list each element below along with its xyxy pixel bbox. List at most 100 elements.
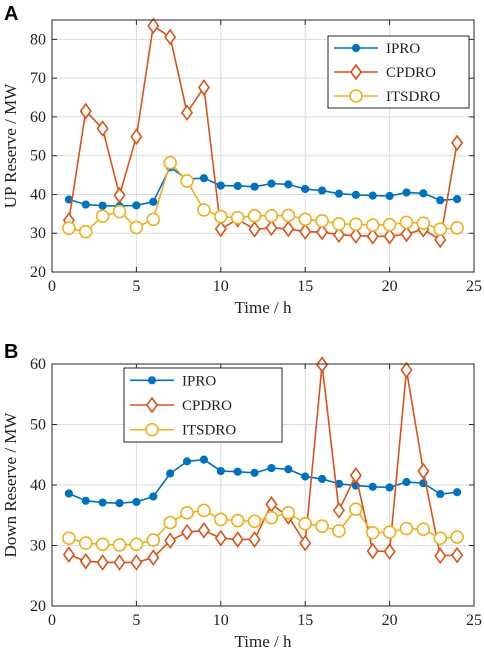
data-point-itsdro xyxy=(197,203,211,217)
data-point-itsdro xyxy=(433,222,448,237)
legend-marker xyxy=(349,89,363,103)
data-point-itsdro xyxy=(416,522,431,536)
data-point-itsdro xyxy=(163,515,177,530)
data-point-itsdro xyxy=(382,217,397,232)
data-point-ipro xyxy=(81,200,90,209)
data-point-cpdro xyxy=(282,220,295,238)
data-point-ipro xyxy=(334,189,344,198)
data-point-cpdro xyxy=(434,547,447,565)
data-point-cpdro xyxy=(299,534,312,552)
data-point-itsdro xyxy=(214,512,228,527)
data-point-cpdro xyxy=(147,549,160,566)
data-point-cpdro xyxy=(383,227,396,245)
legend-item-itsdro: ITSDRO xyxy=(130,423,236,439)
y-tick-label: 70 xyxy=(30,70,46,87)
legend: IPRO CPDRO ITSDRO xyxy=(327,35,470,109)
data-point-itsdro xyxy=(180,174,194,188)
x-tick-label: 15 xyxy=(297,278,313,295)
data-point-ipro xyxy=(132,497,141,507)
data-point-cpdro xyxy=(79,102,92,120)
data-point-ipro xyxy=(149,197,158,206)
data-point-itsdro xyxy=(281,506,296,520)
data-point-cpdro xyxy=(332,226,345,244)
data-point-cpdro xyxy=(299,223,312,241)
data-point-itsdro xyxy=(433,531,448,546)
data-point-cpdro xyxy=(113,554,126,571)
data-point-cpdro xyxy=(113,186,126,204)
data-point-cpdro xyxy=(332,502,345,519)
data-point-cpdro xyxy=(79,552,92,570)
panel-b: B 0 5 10 15 20 25 20 30 40 50 60 Time / h Down Reserv… xyxy=(1,341,482,651)
data-point-itsdro xyxy=(230,210,245,225)
legend-label: ITSDRO xyxy=(182,423,236,439)
data-point-ipro xyxy=(250,182,259,191)
data-point-itsdro xyxy=(146,533,161,547)
y-tick-label: 20 xyxy=(30,264,46,281)
data-point-ipro xyxy=(453,195,462,204)
series-cpdro xyxy=(62,17,464,249)
data-point-itsdro xyxy=(416,216,431,230)
data-point-itsdro xyxy=(129,537,144,552)
legend-label: IPRO xyxy=(182,373,216,389)
legend-label: ITSDRO xyxy=(386,89,440,105)
x-tick-label: 20 xyxy=(382,612,398,629)
y-tick-label: 30 xyxy=(30,538,46,555)
data-point-cpdro xyxy=(383,543,396,560)
data-point-itsdro xyxy=(112,204,127,219)
data-point-itsdro xyxy=(298,212,313,227)
x-tick-label: 25 xyxy=(466,612,482,629)
data-point-itsdro xyxy=(214,209,228,224)
data-point-ipro xyxy=(301,184,310,194)
data-point-itsdro xyxy=(62,221,76,235)
y-tick-label: 50 xyxy=(30,148,46,165)
data-point-ipro xyxy=(453,488,462,497)
data-point-itsdro xyxy=(450,221,464,235)
data-point-ipro xyxy=(368,482,377,491)
data-point-itsdro xyxy=(264,510,279,525)
data-point-itsdro xyxy=(163,155,177,170)
panel-letter: B xyxy=(4,341,18,363)
x-tick-label: 0 xyxy=(48,612,56,629)
data-point-cpdro xyxy=(214,220,227,238)
y-tick-label: 30 xyxy=(30,225,46,242)
legend-marker xyxy=(349,63,363,81)
data-point-cpdro xyxy=(434,231,447,249)
x-tick-label: 0 xyxy=(48,278,56,295)
data-point-itsdro xyxy=(399,521,414,536)
axes-box xyxy=(51,19,475,273)
data-point-cpdro xyxy=(164,28,177,46)
data-point-cpdro xyxy=(451,134,464,152)
x-tick-label: 5 xyxy=(132,278,140,295)
legend-marker xyxy=(145,396,159,414)
data-point-ipro xyxy=(64,489,73,498)
series-cpdro xyxy=(62,356,464,571)
data-point-cpdro xyxy=(265,219,278,237)
data-point-ipro xyxy=(115,499,124,508)
data-point-ipro xyxy=(132,201,141,210)
data-point-itsdro xyxy=(247,514,262,529)
legend-marker xyxy=(147,376,157,385)
data-point-cpdro xyxy=(96,554,109,571)
data-point-ipro xyxy=(317,186,327,195)
legend-item-itsdro: ITSDRO xyxy=(334,89,440,105)
data-point-ipro xyxy=(436,196,445,205)
legend: IPRO CPDRO ITSDRO xyxy=(123,367,283,443)
data-point-itsdro xyxy=(264,208,279,223)
y-tick-label: 20 xyxy=(30,598,46,615)
x-tick-label: 10 xyxy=(213,612,229,629)
data-point-cpdro xyxy=(130,128,143,146)
data-point-itsdro xyxy=(95,537,110,552)
data-point-itsdro xyxy=(146,212,161,227)
data-point-ipro xyxy=(317,474,327,484)
y-tick-label: 40 xyxy=(30,186,46,203)
data-point-cpdro xyxy=(181,523,194,541)
data-point-ipro xyxy=(98,201,107,210)
data-point-ipro xyxy=(98,498,107,507)
data-point-itsdro xyxy=(298,516,313,531)
y-tick-label: 80 xyxy=(30,31,46,48)
data-point-ipro xyxy=(250,468,259,477)
data-point-cpdro xyxy=(316,223,329,241)
data-point-ipro xyxy=(402,188,411,197)
data-point-ipro xyxy=(233,181,242,191)
data-point-ipro xyxy=(419,189,428,198)
